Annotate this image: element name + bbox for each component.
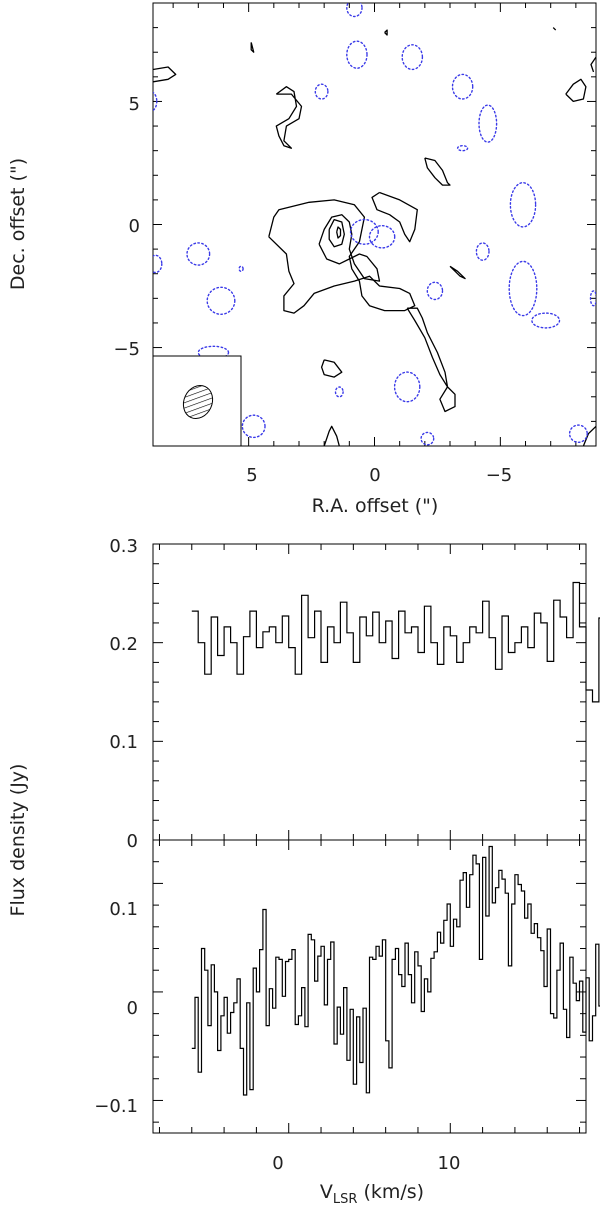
y-tick-label: 0.3 xyxy=(109,536,138,557)
negative-contour xyxy=(346,3,363,18)
positive-contour xyxy=(406,307,456,413)
negative-contour xyxy=(401,44,424,71)
upper-spectrum-frame xyxy=(152,543,587,841)
y-tick-label: 0 xyxy=(129,216,140,237)
negative-contour xyxy=(393,371,421,403)
negative-contour xyxy=(420,431,435,446)
spectrum-y-axis-label: Flux density (Jy) xyxy=(7,764,29,917)
negative-contour xyxy=(206,286,236,315)
positive-contour xyxy=(371,191,418,243)
positive-contour xyxy=(424,157,451,186)
negative-contour xyxy=(186,242,211,266)
upper-spectrum-y-tick-labels: 0 0.1 0.2 0.3 xyxy=(109,536,138,852)
contour-map-y-tick-labels: 5 0 −5 xyxy=(113,94,140,360)
negative-contour xyxy=(238,265,244,272)
beam-inset xyxy=(152,355,242,447)
positive-contour xyxy=(323,425,340,446)
negative-contour xyxy=(509,181,537,228)
contour-map-x-tick-labels: 5 0 −5 xyxy=(246,465,512,486)
positive-contour xyxy=(590,56,596,73)
negative-contour xyxy=(346,40,368,69)
positive-contour xyxy=(318,214,381,282)
positive-contour xyxy=(275,86,303,149)
x-tick-label: 0 xyxy=(369,465,380,486)
negative-contour xyxy=(568,424,588,444)
y-tick-label: 0.2 xyxy=(109,634,138,655)
lower-spectrum-panel: −0.1 0 0.1 0 10 VLSR (km/s) Flux density… xyxy=(7,764,600,1207)
positive-contour xyxy=(565,78,587,103)
negative-contour xyxy=(334,386,344,398)
lower-spectrum-ticks xyxy=(153,839,586,1133)
negative-contour xyxy=(478,104,498,143)
upper-spectrum-panel: 0 0.1 0.2 0.3 xyxy=(109,536,600,852)
negative-contour xyxy=(475,242,490,261)
negative-contour xyxy=(589,290,596,307)
y-tick-label: 5 xyxy=(129,94,140,115)
positive-contour xyxy=(384,29,388,36)
y-tick-label: −5 xyxy=(113,339,140,360)
negative-contour xyxy=(314,83,329,100)
positive-contour xyxy=(552,27,557,31)
negative-contour xyxy=(451,73,474,100)
positive-contour xyxy=(320,359,343,378)
lower-spectrum-x-tick-labels: 0 10 xyxy=(272,1153,460,1174)
contour-map-y-axis-label: Dec. offset (") xyxy=(7,158,29,290)
contour-lines xyxy=(153,3,596,446)
positive-contour xyxy=(582,425,596,446)
positive-contour xyxy=(268,199,416,314)
negative-contour xyxy=(426,281,444,301)
y-tick-label: 0 xyxy=(127,998,138,1019)
positive-contour xyxy=(153,66,177,83)
negative-contour xyxy=(349,218,379,245)
positive-contour xyxy=(336,226,342,239)
positive-contour xyxy=(250,42,255,53)
y-tick-label: 0.1 xyxy=(109,732,138,753)
spectrum-x-axis-label: VLSR (km/s) xyxy=(320,1181,424,1207)
lower-spectrum-y-tick-labels: −0.1 0 0.1 xyxy=(94,899,138,1117)
negative-contour xyxy=(508,260,538,317)
contour-map-panel: 5 0 −5 5 0 −5 R.A. offset (") Dec. offse… xyxy=(7,2,597,517)
negative-contour xyxy=(531,312,561,329)
lower-spectrum-line xyxy=(191,845,600,1096)
upper-spectrum-ticks xyxy=(153,543,586,841)
negative-contour xyxy=(456,144,469,152)
positive-contour xyxy=(328,218,345,248)
negative-contour xyxy=(368,224,396,249)
contour-map-ticks xyxy=(153,3,596,446)
beam-ellipse xyxy=(182,384,214,420)
y-tick-label: −0.1 xyxy=(94,1096,138,1117)
negative-contour xyxy=(241,414,266,439)
negative-contour xyxy=(153,254,163,274)
x-tick-label: 5 xyxy=(246,465,257,486)
x-tick-label: 0 xyxy=(272,1153,283,1174)
y-tick-label: 0.1 xyxy=(109,899,138,920)
positive-contour xyxy=(449,265,466,280)
x-tick-label: −5 xyxy=(486,465,513,486)
upper-spectrum-line xyxy=(191,581,600,703)
y-tick-label: 0 xyxy=(127,831,138,852)
negative-contour xyxy=(153,91,158,112)
x-tick-label: 10 xyxy=(438,1153,461,1174)
contour-map-x-axis-label: R.A. offset (") xyxy=(312,495,439,517)
